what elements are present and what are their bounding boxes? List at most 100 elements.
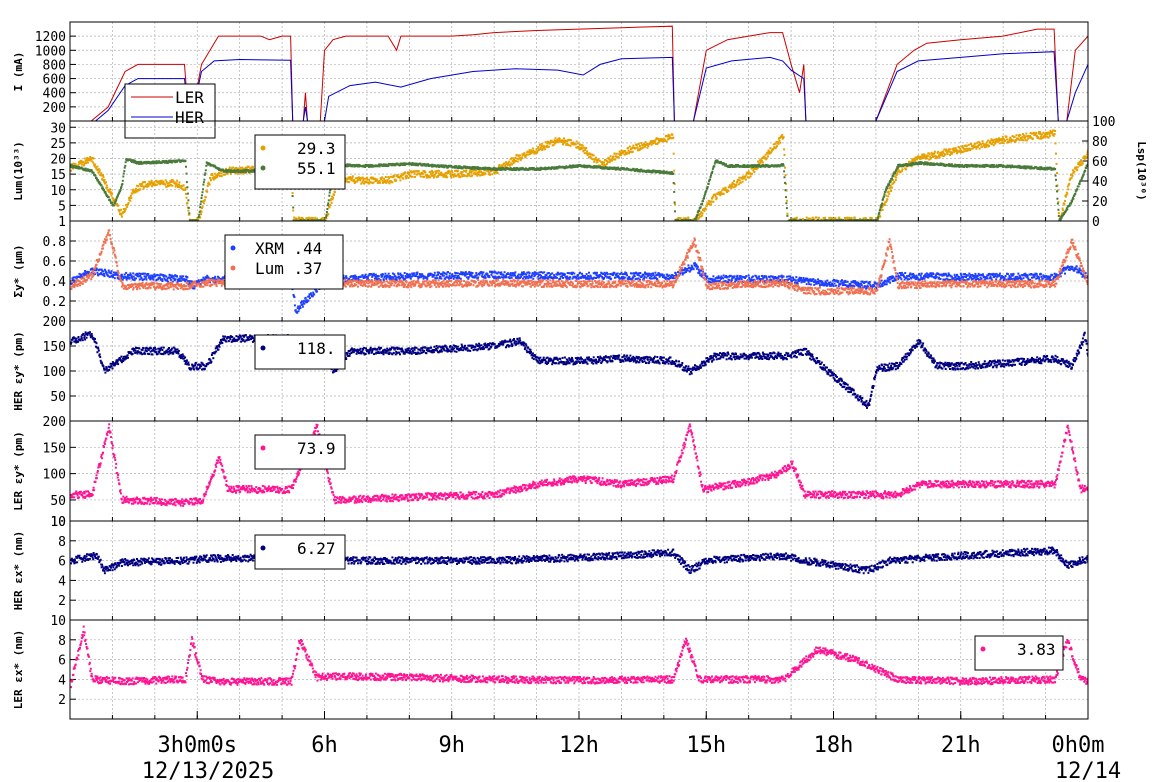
data-point — [508, 160, 511, 163]
data-point — [129, 199, 132, 202]
data-point — [152, 278, 155, 281]
data-point — [574, 165, 577, 168]
data-point — [318, 223, 320, 225]
data-point — [993, 138, 996, 141]
data-point — [998, 137, 1000, 140]
data-point — [185, 196, 188, 199]
data-point — [1030, 136, 1033, 139]
data-point — [218, 276, 220, 279]
data-point — [97, 274, 100, 277]
data-point — [515, 153, 518, 156]
data-point — [595, 156, 597, 159]
data-point — [203, 173, 206, 176]
data-point — [658, 169, 661, 172]
data-point — [1084, 169, 1087, 172]
data-point — [532, 149, 535, 152]
data-point — [187, 209, 190, 212]
data-point — [109, 192, 112, 195]
data-point — [119, 188, 122, 191]
data-point — [647, 145, 650, 147]
data-point — [365, 180, 368, 183]
series-line — [70, 51, 1088, 121]
data-point — [854, 218, 857, 221]
data-point — [684, 223, 686, 225]
legend-entry: 29.3 — [297, 139, 336, 158]
data-point — [691, 221, 693, 223]
data-point — [519, 154, 522, 157]
data-point — [206, 185, 209, 187]
data-point — [881, 209, 884, 211]
data-point — [104, 191, 107, 193]
data-point — [84, 157, 87, 160]
data-point — [307, 222, 309, 224]
data-point — [994, 141, 997, 144]
data-point — [423, 170, 426, 173]
data-point — [1061, 207, 1064, 210]
data-point — [628, 152, 630, 155]
y-axis-label: Lum(10³³) — [12, 141, 25, 201]
data-point — [922, 155, 925, 158]
data-point — [108, 189, 111, 192]
data-point — [715, 198, 718, 201]
data-point — [218, 171, 221, 174]
data-point — [101, 186, 104, 189]
y-tick-label: 0.4 — [43, 275, 67, 290]
data-point — [695, 215, 698, 218]
data-point — [213, 175, 216, 178]
data-point — [214, 176, 217, 179]
data-point — [1072, 169, 1074, 172]
data-point — [980, 143, 983, 146]
data-point — [411, 175, 414, 178]
data-point — [445, 165, 448, 167]
data-point — [471, 174, 474, 177]
data-point — [197, 279, 200, 282]
data-point — [187, 199, 190, 202]
data-point — [150, 274, 153, 277]
data-point — [543, 146, 546, 149]
data-point — [182, 275, 185, 278]
data-point — [152, 160, 154, 163]
data-point — [204, 172, 207, 175]
data-point — [617, 166, 620, 169]
data-point — [202, 202, 205, 205]
data-point — [539, 146, 542, 149]
data-point — [966, 164, 969, 167]
data-point — [1034, 133, 1037, 136]
data-point — [637, 168, 639, 171]
data-point — [941, 153, 943, 155]
data-point — [174, 278, 177, 281]
data-point — [758, 164, 761, 166]
data-point — [346, 163, 349, 166]
data-point — [446, 176, 449, 179]
data-point — [310, 219, 313, 221]
data-point — [846, 216, 849, 219]
data-point — [1071, 174, 1074, 177]
data-point — [944, 153, 947, 156]
data-point — [103, 180, 105, 183]
data-point — [250, 168, 252, 171]
data-point — [714, 195, 717, 198]
data-point — [188, 213, 191, 216]
data-point — [328, 191, 331, 194]
data-point — [536, 150, 539, 153]
data-point — [100, 272, 103, 274]
data-point — [379, 181, 382, 184]
data-point — [500, 164, 503, 167]
data-point — [735, 165, 738, 168]
data-point — [812, 221, 814, 223]
data-point — [778, 139, 781, 142]
data-point — [452, 175, 455, 178]
data-point — [553, 139, 556, 142]
data-point — [453, 173, 456, 176]
data-point — [677, 222, 679, 224]
data-point — [154, 183, 157, 186]
data-point — [1077, 185, 1080, 188]
data-point — [780, 135, 783, 138]
data-point — [74, 163, 77, 166]
data-point — [590, 157, 593, 160]
data-point — [231, 169, 234, 172]
data-point — [242, 172, 245, 175]
data-point — [202, 183, 205, 186]
data-point — [753, 165, 756, 168]
data-point — [460, 171, 463, 174]
